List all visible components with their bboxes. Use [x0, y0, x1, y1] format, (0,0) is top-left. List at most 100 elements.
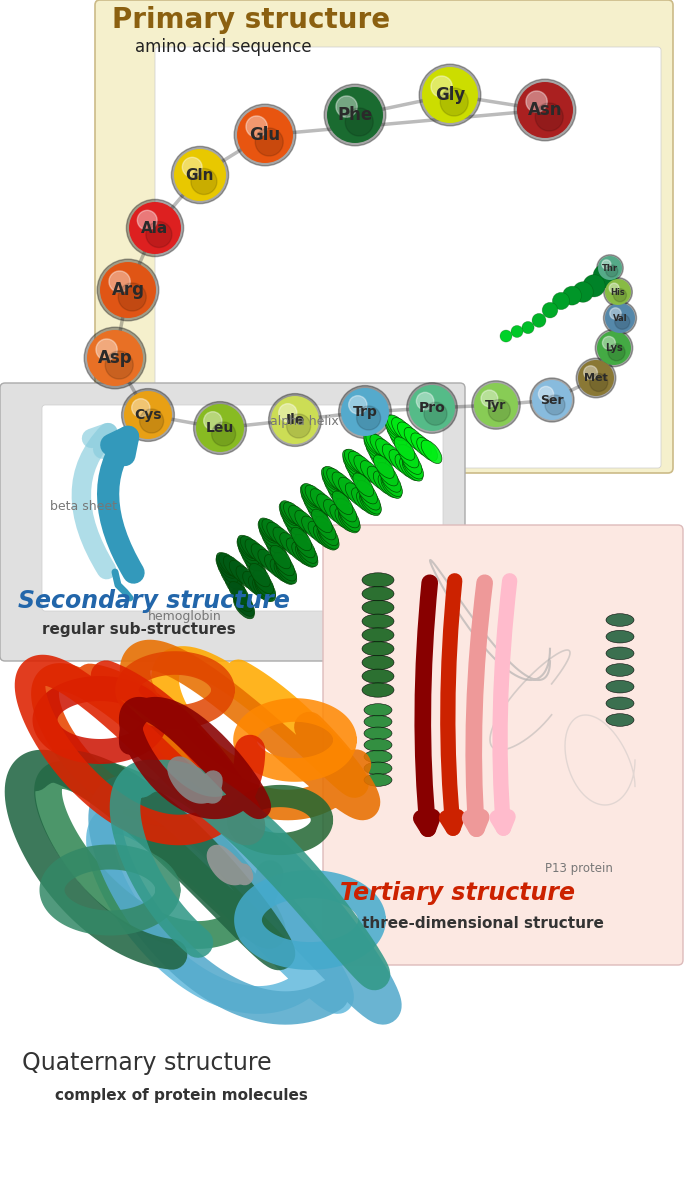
Ellipse shape: [404, 428, 425, 451]
Circle shape: [605, 304, 635, 333]
Ellipse shape: [369, 447, 390, 471]
Circle shape: [129, 202, 181, 255]
Circle shape: [608, 344, 625, 361]
Ellipse shape: [364, 433, 384, 455]
Ellipse shape: [338, 477, 360, 501]
Ellipse shape: [280, 505, 301, 529]
Ellipse shape: [343, 453, 364, 477]
Circle shape: [279, 404, 297, 422]
Ellipse shape: [295, 544, 316, 568]
Ellipse shape: [385, 415, 406, 439]
Ellipse shape: [394, 437, 415, 460]
Circle shape: [517, 82, 573, 137]
Circle shape: [409, 385, 455, 431]
Ellipse shape: [382, 473, 403, 497]
Ellipse shape: [325, 476, 345, 500]
Text: Secondary structure: Secondary structure: [18, 589, 290, 613]
Ellipse shape: [336, 498, 357, 522]
Ellipse shape: [318, 522, 338, 546]
Ellipse shape: [284, 502, 304, 526]
Ellipse shape: [245, 539, 266, 563]
Ellipse shape: [362, 669, 394, 684]
Text: Ser: Ser: [540, 393, 564, 406]
Ellipse shape: [364, 435, 385, 459]
Ellipse shape: [399, 458, 421, 480]
Text: Primary structure: Primary structure: [112, 6, 390, 33]
Ellipse shape: [270, 545, 291, 569]
Ellipse shape: [356, 491, 377, 515]
Ellipse shape: [288, 505, 310, 529]
Circle shape: [474, 384, 518, 427]
Circle shape: [603, 301, 636, 335]
Circle shape: [124, 391, 172, 439]
Circle shape: [97, 259, 159, 320]
Circle shape: [246, 116, 267, 137]
Text: Arg: Arg: [112, 281, 145, 299]
Ellipse shape: [273, 527, 294, 551]
Ellipse shape: [411, 433, 432, 456]
Ellipse shape: [360, 460, 381, 484]
Ellipse shape: [315, 516, 336, 540]
Ellipse shape: [300, 485, 321, 508]
Ellipse shape: [364, 762, 392, 774]
Ellipse shape: [260, 523, 280, 547]
Ellipse shape: [353, 473, 373, 496]
Circle shape: [286, 413, 310, 439]
Text: Met: Met: [584, 373, 608, 384]
Ellipse shape: [349, 465, 369, 489]
Circle shape: [203, 412, 222, 430]
Circle shape: [338, 386, 391, 439]
Ellipse shape: [362, 682, 394, 697]
Ellipse shape: [286, 538, 307, 562]
Ellipse shape: [366, 433, 386, 455]
Ellipse shape: [332, 472, 353, 496]
Text: Val: Val: [612, 313, 627, 323]
Circle shape: [530, 378, 574, 422]
Circle shape: [191, 168, 217, 195]
Text: Ile: Ile: [286, 413, 305, 427]
Circle shape: [271, 396, 319, 445]
Ellipse shape: [398, 445, 419, 468]
Ellipse shape: [297, 540, 318, 563]
Text: beta sheet: beta sheet: [50, 500, 117, 513]
Ellipse shape: [606, 663, 634, 676]
Ellipse shape: [237, 538, 258, 560]
Circle shape: [538, 386, 553, 402]
Ellipse shape: [258, 550, 279, 572]
Ellipse shape: [335, 508, 356, 532]
Circle shape: [407, 382, 458, 434]
Ellipse shape: [338, 509, 359, 533]
Ellipse shape: [255, 578, 275, 601]
Ellipse shape: [328, 483, 349, 507]
Ellipse shape: [606, 713, 634, 727]
Ellipse shape: [274, 552, 295, 576]
Circle shape: [324, 84, 386, 146]
Circle shape: [146, 221, 172, 247]
Circle shape: [336, 96, 358, 117]
Circle shape: [552, 293, 570, 310]
Ellipse shape: [303, 494, 325, 517]
Ellipse shape: [373, 471, 394, 495]
Ellipse shape: [312, 509, 332, 533]
Text: Asn: Asn: [527, 102, 562, 120]
Circle shape: [532, 313, 546, 327]
Ellipse shape: [354, 455, 375, 479]
Circle shape: [105, 351, 133, 379]
Circle shape: [422, 67, 478, 123]
Ellipse shape: [345, 449, 365, 473]
Text: alpha helix: alpha helix: [270, 415, 339, 428]
Ellipse shape: [270, 559, 291, 582]
Circle shape: [327, 87, 383, 143]
Circle shape: [535, 103, 563, 131]
Ellipse shape: [381, 474, 401, 498]
FancyBboxPatch shape: [95, 0, 673, 473]
Circle shape: [269, 393, 321, 447]
Ellipse shape: [340, 508, 360, 532]
Ellipse shape: [234, 593, 255, 617]
Ellipse shape: [364, 716, 392, 728]
Circle shape: [100, 262, 156, 318]
Circle shape: [196, 404, 244, 452]
Ellipse shape: [262, 519, 283, 543]
FancyBboxPatch shape: [323, 525, 683, 966]
Circle shape: [597, 255, 623, 281]
